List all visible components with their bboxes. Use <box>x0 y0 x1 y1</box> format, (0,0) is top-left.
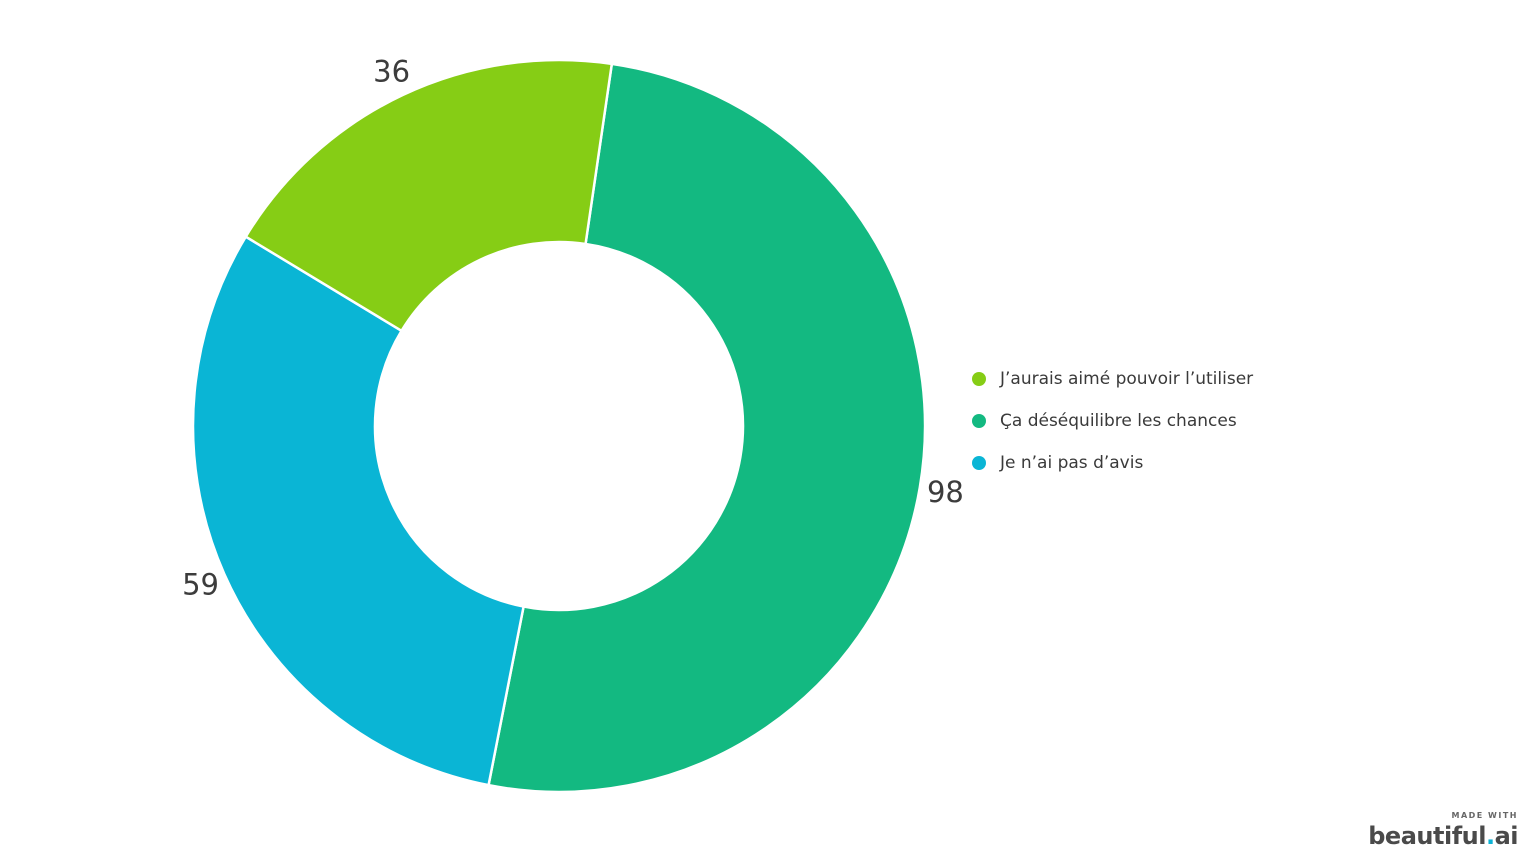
donut-slice <box>487 62 927 794</box>
legend-swatch <box>972 372 986 386</box>
chart-legend: J’aurais aimé pouvoir l’utiliser Ça désé… <box>972 358 1253 484</box>
brand-name: beautiful <box>1368 822 1486 850</box>
donut-slices <box>191 58 927 794</box>
legend-label: Je n’ai pas d’avis <box>1000 453 1144 473</box>
brand-suffix: ai <box>1494 822 1519 850</box>
legend-label: J’aurais aimé pouvoir l’utiliser <box>1000 369 1254 389</box>
legend-label: Ça déséquilibre les chances <box>1000 411 1237 431</box>
brand-logo: beautiful.ai <box>1368 822 1518 850</box>
legend-swatch <box>972 456 986 470</box>
made-with-branding[interactable]: MADE WITH beautiful.ai <box>1368 811 1518 850</box>
slice-value-label: 36 <box>373 55 410 89</box>
legend-swatch <box>972 414 986 428</box>
donut-slice <box>244 58 614 333</box>
legend-item: J’aurais aimé pouvoir l’utiliser <box>972 358 1253 400</box>
data-labels: 98 59 36 <box>182 55 964 602</box>
slice-value-label: 98 <box>927 475 964 509</box>
brand-dot: . <box>1485 822 1495 850</box>
donut-slice <box>191 235 525 787</box>
made-with-text: MADE WITH <box>1451 811 1518 820</box>
legend-item: Ça déséquilibre les chances <box>972 400 1253 442</box>
legend-item: Je n’ai pas d’avis <box>972 442 1253 484</box>
slice-value-label: 59 <box>182 568 219 602</box>
